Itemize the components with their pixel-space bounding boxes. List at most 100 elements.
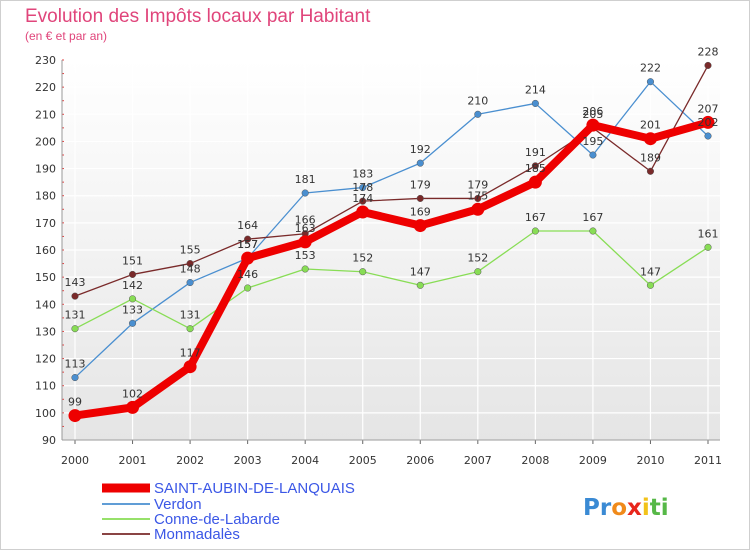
series-monmadal-s (71, 61, 712, 300)
y-tick-label: 130 (35, 325, 56, 338)
data-point (704, 132, 712, 140)
data-label: 152 (467, 252, 488, 265)
data-label: 155 (180, 244, 201, 257)
y-tick-label: 210 (35, 108, 56, 121)
data-label: 161 (698, 227, 719, 240)
data-label: 178 (352, 181, 373, 194)
x-tick-label: 2004 (291, 454, 319, 467)
y-tick-label: 90 (42, 434, 56, 447)
data-point (474, 194, 482, 202)
series-line (74, 64, 709, 297)
series-saint-aubin-de-lanquais (68, 115, 715, 423)
data-label: 117 (180, 347, 201, 360)
data-point (474, 110, 482, 118)
legend-label: Conne-de-Labarde (154, 511, 280, 528)
x-tick-label: 2002 (176, 454, 204, 467)
data-point (359, 197, 367, 205)
data-point (646, 167, 655, 175)
data-label: 153 (295, 249, 316, 262)
data-point (241, 251, 255, 265)
legend-label: Monmadalès (154, 526, 240, 543)
gridlines (62, 59, 720, 441)
y-tick-label: 150 (35, 271, 56, 284)
data-label: 175 (467, 189, 488, 202)
data-label: 143 (65, 276, 86, 289)
data-label: 169 (410, 206, 431, 219)
data-point (531, 227, 539, 235)
data-label: 206 (582, 105, 603, 118)
data-point (474, 268, 482, 276)
data-label: 151 (122, 254, 143, 267)
data-point (359, 184, 367, 192)
data-label: 131 (65, 309, 86, 322)
y-tick-label: 230 (35, 54, 56, 67)
data-label: 148 (180, 263, 201, 276)
data-point (186, 279, 194, 287)
data-point (704, 243, 712, 251)
data-point (589, 227, 597, 235)
y-tick-label: 160 (35, 244, 56, 257)
x-tick-label: 2006 (406, 454, 434, 467)
data-label: 167 (582, 211, 603, 224)
data-label: 147 (410, 265, 431, 278)
data-point (68, 409, 82, 423)
data-point (126, 400, 140, 414)
x-tick-label: 2005 (349, 454, 377, 467)
y-axis: 90 100 110 120 130 140 150 160 170 180 190 200 210 22… (35, 54, 64, 447)
data-label: 99 (68, 396, 82, 409)
data-label: 157 (237, 238, 258, 251)
x-tick-label: 2009 (579, 454, 607, 467)
y-tick-label: 120 (35, 353, 56, 366)
data-label: 166 (295, 214, 316, 227)
data-point (704, 61, 712, 69)
chart-title: Evolution des Impôts locaux par Habitant (25, 6, 371, 27)
data-point (416, 194, 424, 202)
data-point (71, 374, 79, 382)
series-conne-de-labarde (71, 227, 712, 333)
legend-label: Verdon (154, 496, 202, 513)
proxiti-logo: Proxiti (583, 495, 669, 521)
data-label: 228 (698, 45, 719, 58)
data-label: 191 (525, 146, 546, 159)
data-label: 205 (582, 108, 603, 121)
data-label: 113 (65, 358, 86, 371)
x-tick-label: 2007 (464, 454, 492, 467)
data-label: 201 (640, 119, 661, 132)
data-point (298, 235, 312, 249)
y-tick-label: 110 (35, 380, 56, 393)
data-label: 157 (237, 238, 258, 251)
data-label: 214 (525, 83, 546, 96)
data-label: 192 (410, 143, 431, 156)
data-label: 181 (295, 173, 316, 186)
data-label: 195 (582, 135, 603, 148)
data-point (128, 319, 137, 327)
data-point (416, 159, 424, 167)
data-label: 152 (352, 252, 373, 265)
data-point (528, 175, 542, 189)
data-label: 189 (640, 151, 661, 164)
data-point (359, 268, 367, 276)
data-point (186, 325, 194, 333)
y-tick-label: 200 (35, 135, 56, 148)
data-label: 174 (352, 192, 373, 205)
chart-subtitle: (en € et par an) (25, 29, 107, 43)
data-label: 163 (295, 222, 316, 235)
data-point (301, 189, 309, 197)
data-label: 102 (122, 387, 143, 400)
series-line (74, 81, 709, 379)
data-labels: 99 102 117 157 163 174 169 175 185 206 201 207 113 13… (65, 45, 719, 408)
x-tick-label: 2001 (119, 454, 147, 467)
data-point (643, 132, 657, 146)
data-label: 210 (467, 94, 488, 107)
y-tick-label: 190 (35, 163, 56, 176)
legend-label: SAINT-AUBIN-DE-LANQUAIS (154, 480, 355, 497)
series-line (74, 230, 709, 330)
series-line (71, 118, 712, 420)
y-tick-label: 170 (35, 217, 56, 230)
data-label: 131 (180, 309, 201, 322)
data-label: 146 (237, 268, 258, 281)
data-label: 207 (698, 102, 719, 115)
data-point (471, 202, 485, 216)
data-point (128, 270, 137, 278)
